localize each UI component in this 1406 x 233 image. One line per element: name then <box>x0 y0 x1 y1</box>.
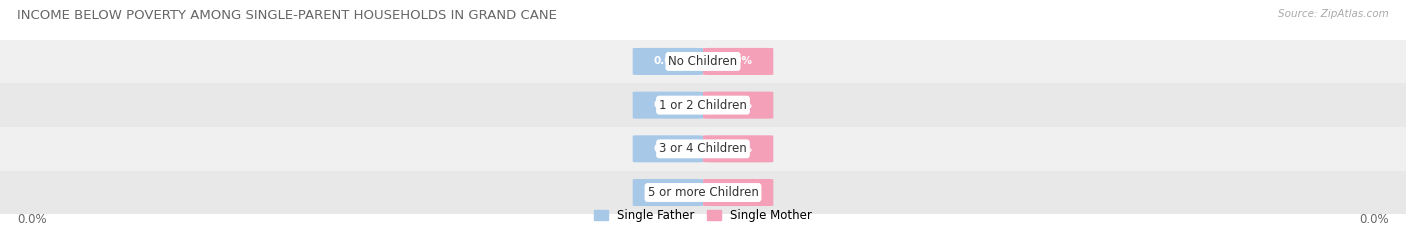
Bar <box>0 171 1406 214</box>
Text: 1 or 2 Children: 1 or 2 Children <box>659 99 747 112</box>
Legend: Single Father, Single Mother: Single Father, Single Mother <box>589 205 817 227</box>
Text: 5 or more Children: 5 or more Children <box>648 186 758 199</box>
Text: 0.0%: 0.0% <box>654 100 682 110</box>
Text: Source: ZipAtlas.com: Source: ZipAtlas.com <box>1278 9 1389 19</box>
Bar <box>0 83 1406 127</box>
Bar <box>0 40 1406 83</box>
Bar <box>0 127 1406 171</box>
FancyBboxPatch shape <box>633 92 703 119</box>
Text: 0.0%: 0.0% <box>654 144 682 154</box>
FancyBboxPatch shape <box>703 179 773 206</box>
Text: 0.0%: 0.0% <box>654 56 682 66</box>
FancyBboxPatch shape <box>633 179 703 206</box>
Text: INCOME BELOW POVERTY AMONG SINGLE-PARENT HOUSEHOLDS IN GRAND CANE: INCOME BELOW POVERTY AMONG SINGLE-PARENT… <box>17 9 557 22</box>
Text: 3 or 4 Children: 3 or 4 Children <box>659 142 747 155</box>
Text: 0.0%: 0.0% <box>724 100 752 110</box>
Text: 0.0%: 0.0% <box>724 56 752 66</box>
Text: 0.0%: 0.0% <box>1360 213 1389 226</box>
Text: 0.0%: 0.0% <box>654 188 682 198</box>
FancyBboxPatch shape <box>703 135 773 162</box>
FancyBboxPatch shape <box>633 135 703 162</box>
FancyBboxPatch shape <box>633 48 703 75</box>
Text: No Children: No Children <box>668 55 738 68</box>
Text: 0.0%: 0.0% <box>17 213 46 226</box>
Text: 0.0%: 0.0% <box>724 144 752 154</box>
Text: 0.0%: 0.0% <box>724 188 752 198</box>
FancyBboxPatch shape <box>703 48 773 75</box>
FancyBboxPatch shape <box>703 92 773 119</box>
